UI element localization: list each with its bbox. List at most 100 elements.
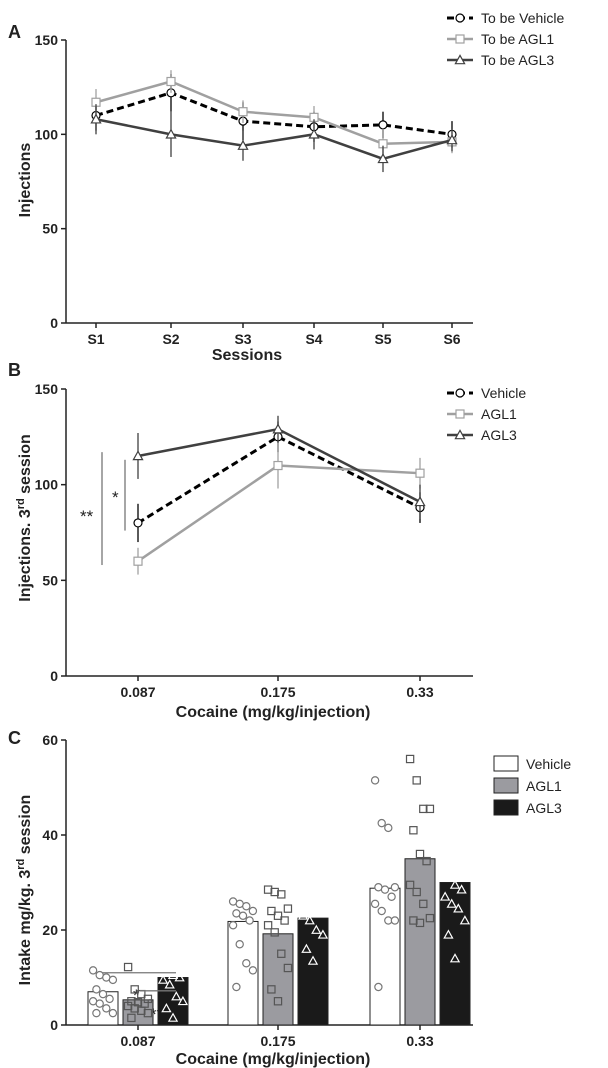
panel-b-letter: B — [8, 360, 21, 380]
panel-c-series-agl3-bar — [297, 917, 329, 1026]
panel-c-series-agl1-point — [273, 997, 283, 1006]
panel-b-series-agl3-legend-label: AGL3 — [481, 427, 517, 443]
panel-c-series-vehicle-point — [242, 902, 251, 911]
panel-c-series-vehicle-point — [245, 916, 254, 925]
panel-a-series-to-be-vehicle-point — [378, 120, 388, 130]
panel-c-series-agl3-point — [157, 974, 169, 984]
panel-c-series-agl3-point — [459, 915, 471, 925]
panel-c-series-vehicle-point — [238, 911, 248, 920]
panel-c-series-vehicle-point — [232, 982, 241, 992]
panel-c-series-vehicle-legend-swatch — [493, 755, 519, 772]
panel-c-series-vehicle-point — [95, 999, 104, 1008]
panel-c-series-agl3-point — [301, 903, 312, 913]
panel-a-y-tick-label: 50 — [42, 221, 58, 237]
panel-c-series-agl3-point — [307, 955, 319, 965]
panel-c-series-agl1-legend-label: AGL1 — [526, 778, 562, 794]
panel-c-y-axis-label: Intake mg/kg. 3rd session — [15, 795, 34, 986]
panel-c-series-agl3-point — [304, 915, 315, 925]
panel-c-series-vehicle-point — [242, 959, 251, 968]
panel-c-series-vehicle-point — [105, 994, 114, 1004]
panel-c-series-agl3-point — [443, 860, 454, 870]
panel-c-series-agl3-point — [446, 898, 457, 908]
panel-b-x-tick-label: 0.33 — [406, 684, 433, 700]
panel-c-x-tick-label: 0.087 — [120, 1033, 155, 1049]
panel-c-series-vehicle-point — [377, 906, 386, 916]
panel-a-letter: A — [8, 22, 21, 42]
panel-b-y-label-main: Injections. 3 — [17, 509, 34, 602]
panel-b-y-label-sup: rd — [15, 498, 27, 509]
panel-a-y-tick-label: 0 — [50, 315, 58, 331]
panel-c: C Intake mg/kg. 3rd session Cocaine (mg/… — [8, 728, 571, 1068]
panel-b-y-label-end: session — [17, 434, 34, 498]
panel-b-series-vehicle-legend-marker — [455, 388, 465, 398]
panel-c-plot: 0 20 40 60 0.087 0.175 0.33 Vehicle AGL1 AGL3 — [42, 732, 571, 1049]
panel-c-series-agl3-point — [161, 1002, 172, 1013]
panel-b-y-axis-label: Injections. 3rd session — [15, 434, 34, 602]
panel-c-y-tick-label: 0 — [50, 1017, 58, 1033]
panel-b-significance-double: ** — [80, 507, 94, 526]
panel-c-series-agl3-point — [297, 910, 309, 920]
panel-c-series-agl1-point — [270, 928, 279, 937]
panel-b-series-vehicle-point — [133, 518, 143, 528]
panel-c-series-vehicle-point — [370, 776, 380, 785]
panel-b-significance-single: * — [112, 488, 119, 507]
panel-b-series-vehicle-line — [137, 435, 421, 525]
panel-c-x-tick-label: 0.175 — [260, 1033, 295, 1049]
panel-b-series-agl3-point — [272, 423, 284, 434]
panel-c-series-agl3-point — [177, 995, 189, 1006]
panel-a-series-to-be-agl3-legend-marker — [454, 54, 466, 65]
panel-c-series-vehicle-point — [370, 899, 380, 909]
panel-b: B Injections. 3rd session Cocaine (mg/kg… — [8, 360, 526, 721]
panel-c-series-agl3-point — [443, 929, 454, 939]
panel-c-series-agl1-point — [419, 804, 428, 814]
panel-a-series-to-be-agl3-point — [308, 128, 320, 139]
panel-c-series-agl3-point — [439, 765, 451, 775]
panel-c-series-agl3-point — [301, 943, 312, 953]
panel-c-series-agl3-point — [311, 896, 322, 906]
panel-c-series-agl3-point — [449, 879, 461, 889]
panel-c-series-vehicle-point — [108, 975, 118, 985]
panel-b-y-tick-label: 100 — [35, 477, 59, 493]
panel-a-x-axis-label: Sessions — [212, 347, 282, 364]
panel-c-series-agl3-point — [171, 991, 182, 1001]
panel-b-series-agl1-legend-marker — [455, 409, 465, 419]
panel-c-y-tick-label: 60 — [42, 732, 58, 748]
panel-a-y-axis-label: Injections — [17, 143, 34, 218]
panel-c-series-agl1-point — [283, 963, 293, 973]
panel-c-series-agl1-point — [143, 1008, 153, 1018]
panel-a-series-to-be-agl1-legend-marker — [455, 34, 465, 44]
panel-a-plot: 0 50 100 150 S1 S2 S3 S4 S5 S6 To be Vehicle To be … — [35, 10, 565, 347]
panel-c-series-agl3-point — [157, 960, 169, 970]
panel-c-series-agl1-point — [273, 911, 283, 920]
panel-a-x-tick-label: S6 — [443, 331, 460, 347]
panel-c-series-agl3-point — [177, 964, 189, 975]
panel-a-x-tick-label: S5 — [374, 331, 391, 347]
panel-c-series-vehicle-point — [390, 916, 400, 925]
panel-a-y-tick-label: 150 — [35, 32, 59, 48]
panel-c-series-agl3-point — [453, 903, 464, 913]
panel-c-series-agl3-point — [174, 972, 185, 982]
panel-c-series-agl3-point — [446, 777, 457, 787]
panel-a-series-to-be-agl3-point — [237, 139, 249, 150]
panel-c-series-agl3-legend-swatch — [493, 799, 519, 816]
panel-b-y-tick-label: 50 — [42, 572, 58, 588]
panel-c-series-agl3-point — [314, 907, 325, 918]
panel-c-series-agl1-point — [415, 849, 425, 859]
panel-c-series-vehicle-bar — [227, 920, 259, 1026]
panel-b-x-tick-label: 0.175 — [260, 684, 295, 700]
panel-b-series-agl1-point — [273, 460, 283, 471]
panel-c-series-agl1-point — [405, 880, 415, 890]
panel-c-series-agl3-point — [167, 1012, 179, 1022]
panel-c-x-axis-label: Cocaine (mg/kg/injection) — [176, 1051, 371, 1068]
panel-c-series-agl1-point — [263, 921, 273, 930]
panel-b-series-agl3-legend-marker — [454, 429, 466, 440]
panel-c-series-agl1-bar — [404, 858, 436, 1026]
panel-b-x-tick-label: 0.087 — [120, 684, 155, 700]
panel-c-series-agl1-point — [415, 918, 425, 928]
panel-a-series-to-be-agl3-legend-label: To be AGL3 — [481, 52, 554, 68]
panel-c-series-agl3-point — [164, 979, 175, 989]
panel-c-series-agl3-bar — [157, 977, 189, 1026]
panel-a-series-to-be-agl1-legend-label: To be AGL1 — [481, 31, 554, 47]
panel-c-series-agl1-point — [283, 904, 293, 913]
